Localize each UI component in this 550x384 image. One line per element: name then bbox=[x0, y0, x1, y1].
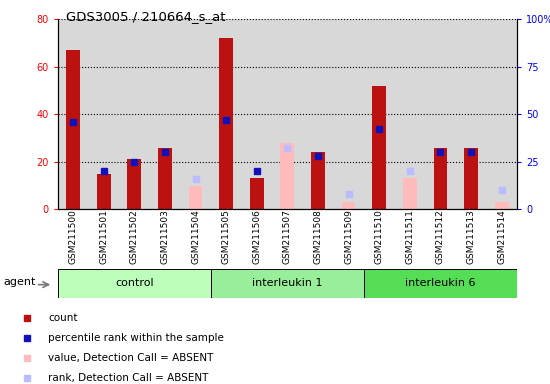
Bar bbox=[403, 179, 417, 209]
Bar bbox=[433, 147, 447, 209]
Text: GSM211501: GSM211501 bbox=[99, 209, 108, 264]
Text: GSM211503: GSM211503 bbox=[161, 209, 169, 264]
Text: GSM211507: GSM211507 bbox=[283, 209, 292, 264]
Text: rank, Detection Call = ABSENT: rank, Detection Call = ABSENT bbox=[48, 373, 208, 383]
Text: GSM211510: GSM211510 bbox=[375, 209, 384, 264]
Text: GSM211508: GSM211508 bbox=[314, 209, 322, 264]
Text: interleukin 6: interleukin 6 bbox=[405, 278, 476, 288]
Bar bbox=[66, 50, 80, 209]
Bar bbox=[464, 147, 478, 209]
Text: GSM211513: GSM211513 bbox=[466, 209, 476, 264]
Text: GSM211512: GSM211512 bbox=[436, 209, 445, 264]
Text: GSM211509: GSM211509 bbox=[344, 209, 353, 264]
Bar bbox=[97, 174, 111, 209]
Bar bbox=[364, 269, 517, 298]
Bar bbox=[311, 152, 325, 209]
Text: interleukin 1: interleukin 1 bbox=[252, 278, 323, 288]
Bar bbox=[219, 38, 233, 209]
Text: GSM211511: GSM211511 bbox=[405, 209, 414, 264]
Text: GSM211504: GSM211504 bbox=[191, 209, 200, 264]
Bar bbox=[58, 269, 211, 298]
Bar bbox=[250, 179, 263, 209]
Bar bbox=[189, 185, 202, 209]
Text: GSM211514: GSM211514 bbox=[497, 209, 506, 264]
Text: value, Detection Call = ABSENT: value, Detection Call = ABSENT bbox=[48, 353, 213, 363]
Text: GSM211505: GSM211505 bbox=[222, 209, 230, 264]
Bar bbox=[280, 143, 294, 209]
Bar bbox=[211, 269, 364, 298]
Bar bbox=[128, 159, 141, 209]
Text: count: count bbox=[48, 313, 78, 323]
Bar bbox=[342, 202, 355, 209]
Bar bbox=[372, 86, 386, 209]
Text: control: control bbox=[115, 278, 153, 288]
Text: GDS3005 / 210664_s_at: GDS3005 / 210664_s_at bbox=[66, 10, 226, 23]
Bar bbox=[495, 202, 509, 209]
Text: GSM211506: GSM211506 bbox=[252, 209, 261, 264]
Text: percentile rank within the sample: percentile rank within the sample bbox=[48, 333, 224, 343]
Text: agent: agent bbox=[3, 277, 35, 287]
Bar bbox=[158, 147, 172, 209]
Text: GSM211502: GSM211502 bbox=[130, 209, 139, 264]
Text: GSM211500: GSM211500 bbox=[69, 209, 78, 264]
